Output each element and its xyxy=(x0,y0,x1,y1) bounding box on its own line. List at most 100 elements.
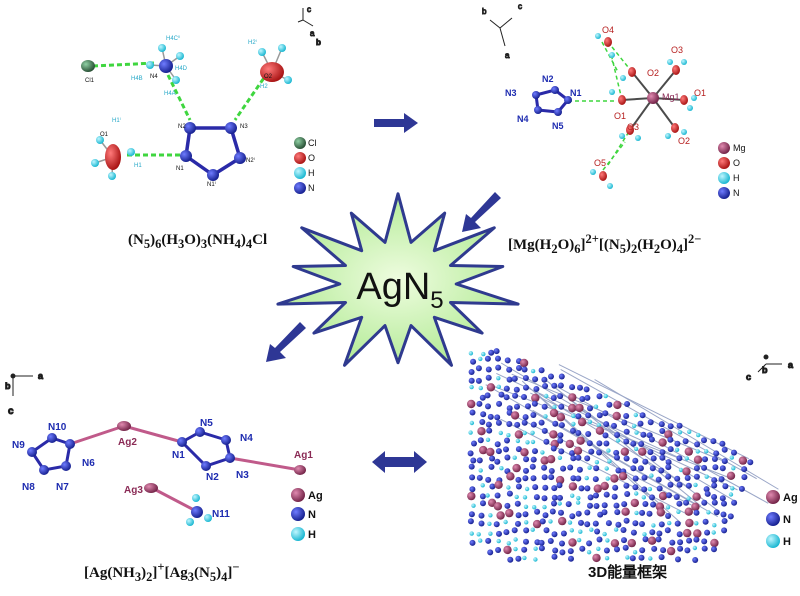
arrow-down-left-top xyxy=(462,192,501,232)
framework-n-atom xyxy=(522,511,529,518)
framework-n-atom xyxy=(488,349,495,356)
framework-h-atom xyxy=(596,422,602,428)
framework-n-atom xyxy=(523,467,529,474)
framework-n-atom xyxy=(612,484,619,491)
framework-n-atom xyxy=(489,455,496,462)
atom-o3 xyxy=(626,125,634,135)
framework-n-atom xyxy=(542,512,549,519)
framework-n-atom xyxy=(613,502,620,509)
framework-n-atom xyxy=(479,394,486,401)
framework-h-atom xyxy=(540,450,545,455)
framework-h-atom xyxy=(485,437,491,442)
framework-n-atom xyxy=(475,377,482,384)
framework-h-atom xyxy=(684,456,689,461)
framework-n-atom xyxy=(693,536,700,543)
framework-n-atom xyxy=(567,548,574,555)
framework-n-atom xyxy=(469,539,476,546)
axis-label-a: a xyxy=(505,51,510,60)
framework-n-atom xyxy=(570,475,577,482)
framework-h-atom xyxy=(677,430,683,435)
framework-n-atom xyxy=(538,367,545,374)
atom-labels: Cl1 N4 N2 N3 N1 O1 O2 N1ⁱ N2ⁱ H4A H4B H4… xyxy=(85,34,273,188)
framework-n-atom xyxy=(496,400,503,407)
framework-ag-atom xyxy=(620,447,629,456)
legend-swatch-n xyxy=(718,187,730,199)
framework-h-atom xyxy=(651,523,656,528)
framework-n-atom xyxy=(556,482,563,489)
framework-n-atom xyxy=(568,555,574,562)
framework-n-atom xyxy=(650,501,657,508)
framework-h-atom xyxy=(576,537,582,543)
label-n2: N2 xyxy=(178,124,186,130)
axis-label-a: a xyxy=(788,360,794,370)
framework-n-atom xyxy=(603,547,610,554)
atom-h xyxy=(687,105,693,111)
framework-n-atom xyxy=(480,411,487,418)
framework-ag-atom xyxy=(549,408,559,418)
framework-ag-atom xyxy=(693,529,702,538)
framework-ag-atom xyxy=(621,507,630,516)
framework-n-atom xyxy=(658,421,665,428)
framework-h-atom xyxy=(648,556,653,561)
framework-n-atom xyxy=(558,422,565,429)
framework-n-atom xyxy=(495,547,502,553)
framework-n-atom xyxy=(493,521,500,528)
framework-n-atom xyxy=(611,493,618,500)
framework-ag-atom xyxy=(532,519,542,529)
framework-n-atom xyxy=(596,536,603,543)
framework-n-atom xyxy=(584,521,591,528)
legend-swatch-n xyxy=(291,507,305,521)
framework-h-atom xyxy=(605,538,610,543)
arrow-down-left-bottom xyxy=(266,322,306,362)
framework-n-atom xyxy=(558,448,565,455)
framework-n-atom xyxy=(469,486,476,493)
framework-n-atom xyxy=(722,483,729,490)
framework-h-atom xyxy=(544,393,549,399)
framework-n-atom xyxy=(593,492,599,499)
atom-o1 xyxy=(680,95,688,105)
framework-n-atom xyxy=(550,445,557,452)
framework-n-atom xyxy=(655,476,662,483)
framework-n-atom xyxy=(543,438,550,445)
framework-h-atom xyxy=(552,404,557,410)
framework-h-atom xyxy=(533,546,538,551)
legend-label-h: H xyxy=(733,173,740,183)
legend-label-h: H xyxy=(308,529,316,541)
framework-h-atom xyxy=(557,501,562,506)
framework-n-atom xyxy=(596,440,603,447)
framework-ag-atom xyxy=(658,438,667,447)
framework-n-atom xyxy=(659,454,666,461)
framework-h-atom xyxy=(587,419,593,424)
atom-o2 xyxy=(260,62,284,82)
label-n1i: N1ⁱ xyxy=(207,180,216,188)
framework-n-atom xyxy=(683,499,690,506)
framework-n-atom xyxy=(506,490,513,497)
framework-h-atom xyxy=(711,530,716,535)
framework-n-atom xyxy=(498,391,505,398)
atom-o2 xyxy=(628,67,636,77)
framework-n-atom xyxy=(576,466,583,473)
framework-n-atom xyxy=(642,536,649,543)
framework-n-atom xyxy=(693,509,700,516)
framework-n-atom xyxy=(614,509,621,516)
framework-n-atom xyxy=(623,438,630,445)
framework-n-atom xyxy=(711,494,718,500)
framework-h-atom xyxy=(532,505,537,510)
framework-n-atom xyxy=(506,405,513,412)
caption-top-right: [Mg(H2O)6]2+[(N5)2(H2O)4]2− xyxy=(508,232,702,256)
framework-h-atom xyxy=(704,474,709,479)
framework-n-atom xyxy=(665,459,672,466)
framework-n-atom xyxy=(712,464,719,471)
framework-n-atom xyxy=(651,545,658,552)
framework-n-atom xyxy=(623,517,630,524)
framework-ag-atom xyxy=(494,480,503,489)
framework-n-atom xyxy=(468,463,475,470)
framework-n-atom xyxy=(741,474,748,481)
atom-n4 xyxy=(159,59,173,73)
framework-h-atom xyxy=(476,532,481,537)
framework-n-atom xyxy=(522,475,529,482)
atom-n3 xyxy=(225,122,237,134)
framework-n-atom xyxy=(727,513,734,520)
framework-n-atom xyxy=(476,457,483,464)
framework-h-atom xyxy=(704,449,709,454)
